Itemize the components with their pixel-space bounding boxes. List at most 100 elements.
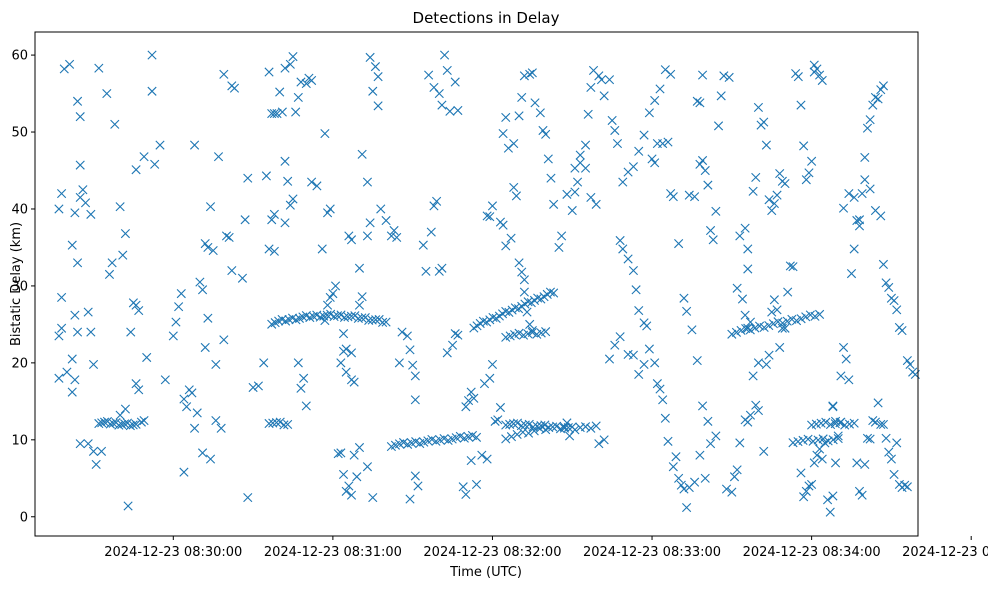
detection-point <box>147 86 157 96</box>
detection-point <box>453 105 463 116</box>
detection-point <box>732 465 742 475</box>
detection-point <box>346 348 357 358</box>
detection-point <box>461 402 471 412</box>
detection-point <box>844 375 854 385</box>
detection-point <box>271 417 282 428</box>
detection-point <box>679 484 689 494</box>
detection-point <box>62 367 72 377</box>
detection-point <box>759 322 769 333</box>
detection-point <box>341 367 351 377</box>
detection-point <box>586 192 596 203</box>
detection-point <box>501 434 511 444</box>
detection-point <box>732 283 742 293</box>
detection-point <box>267 215 277 225</box>
detection-point <box>319 311 329 321</box>
detection-point <box>650 158 660 168</box>
detection-point <box>703 416 713 426</box>
detection-point <box>549 288 559 298</box>
detection-point <box>120 229 131 239</box>
detection-point <box>253 381 263 391</box>
detection-point <box>580 163 591 173</box>
detection-point <box>612 138 623 149</box>
detection-point <box>541 327 551 337</box>
detection-point <box>442 65 452 76</box>
detection-point <box>501 112 511 122</box>
detection-point <box>690 477 700 487</box>
detection-point <box>211 359 221 369</box>
detection-point <box>764 350 774 360</box>
detection-point <box>697 70 708 80</box>
detection-point <box>75 439 85 449</box>
y-tick-label: 0 <box>20 510 28 525</box>
detection-point <box>857 490 867 500</box>
detection-point <box>663 137 673 147</box>
detection-point <box>203 313 213 323</box>
detection-point <box>610 125 620 136</box>
detection-point <box>139 415 149 426</box>
detection-point <box>817 75 827 86</box>
detection-point <box>288 52 298 62</box>
detection-point <box>439 50 450 60</box>
detection-point <box>731 327 742 337</box>
detection-point <box>687 325 697 335</box>
detection-point <box>695 98 705 108</box>
detection-point <box>115 410 125 420</box>
detection-point <box>338 329 349 339</box>
detection-point <box>485 373 495 383</box>
detection-point <box>96 446 107 456</box>
detection-point <box>594 439 604 449</box>
detection-point <box>828 401 838 411</box>
detection-point <box>208 245 218 256</box>
detection-point <box>57 292 67 303</box>
detection-point <box>833 433 843 444</box>
detection-point <box>365 218 375 228</box>
detection-point <box>72 258 83 268</box>
detection-point <box>658 138 668 149</box>
detection-point <box>615 332 625 342</box>
detection-point <box>330 281 341 291</box>
detection-point <box>123 501 133 511</box>
detection-point <box>682 502 692 513</box>
detection-point <box>102 88 112 99</box>
detection-point <box>450 77 460 87</box>
detection-point <box>67 387 77 397</box>
detection-point <box>862 433 873 443</box>
detection-point <box>849 418 859 428</box>
detection-point <box>67 354 77 364</box>
detection-point <box>203 242 213 253</box>
detection-point <box>833 431 843 441</box>
detection-point <box>168 331 178 341</box>
detection-point <box>838 203 849 213</box>
detection-point <box>759 446 769 456</box>
detection-point <box>463 395 474 406</box>
detection-point <box>437 100 447 110</box>
detection-point <box>381 215 391 226</box>
detection-point <box>881 278 891 288</box>
detection-point <box>75 160 85 170</box>
detection-point <box>307 177 317 187</box>
detection-point <box>160 375 170 385</box>
detection-point <box>564 431 575 441</box>
detection-point <box>283 419 293 430</box>
detection-point <box>599 91 609 101</box>
detection-point <box>291 107 301 117</box>
detection-point <box>745 317 756 327</box>
detection-point <box>735 231 745 241</box>
detection-point <box>115 202 125 212</box>
detection-point <box>804 481 814 491</box>
detection-point <box>317 244 327 254</box>
detection-point <box>506 432 517 442</box>
detection-point <box>329 311 339 322</box>
detection-point <box>104 269 115 279</box>
chart-title: Detections in Delay <box>413 9 560 27</box>
detection-point <box>336 448 346 458</box>
detection-point <box>743 244 753 254</box>
detection-point <box>458 482 468 492</box>
detection-point <box>224 232 234 243</box>
detection-point <box>371 315 381 325</box>
detection-point <box>346 490 357 500</box>
detection-point <box>512 429 522 439</box>
detection-point <box>543 154 553 164</box>
detection-point <box>70 375 80 385</box>
detection-point <box>711 206 721 216</box>
